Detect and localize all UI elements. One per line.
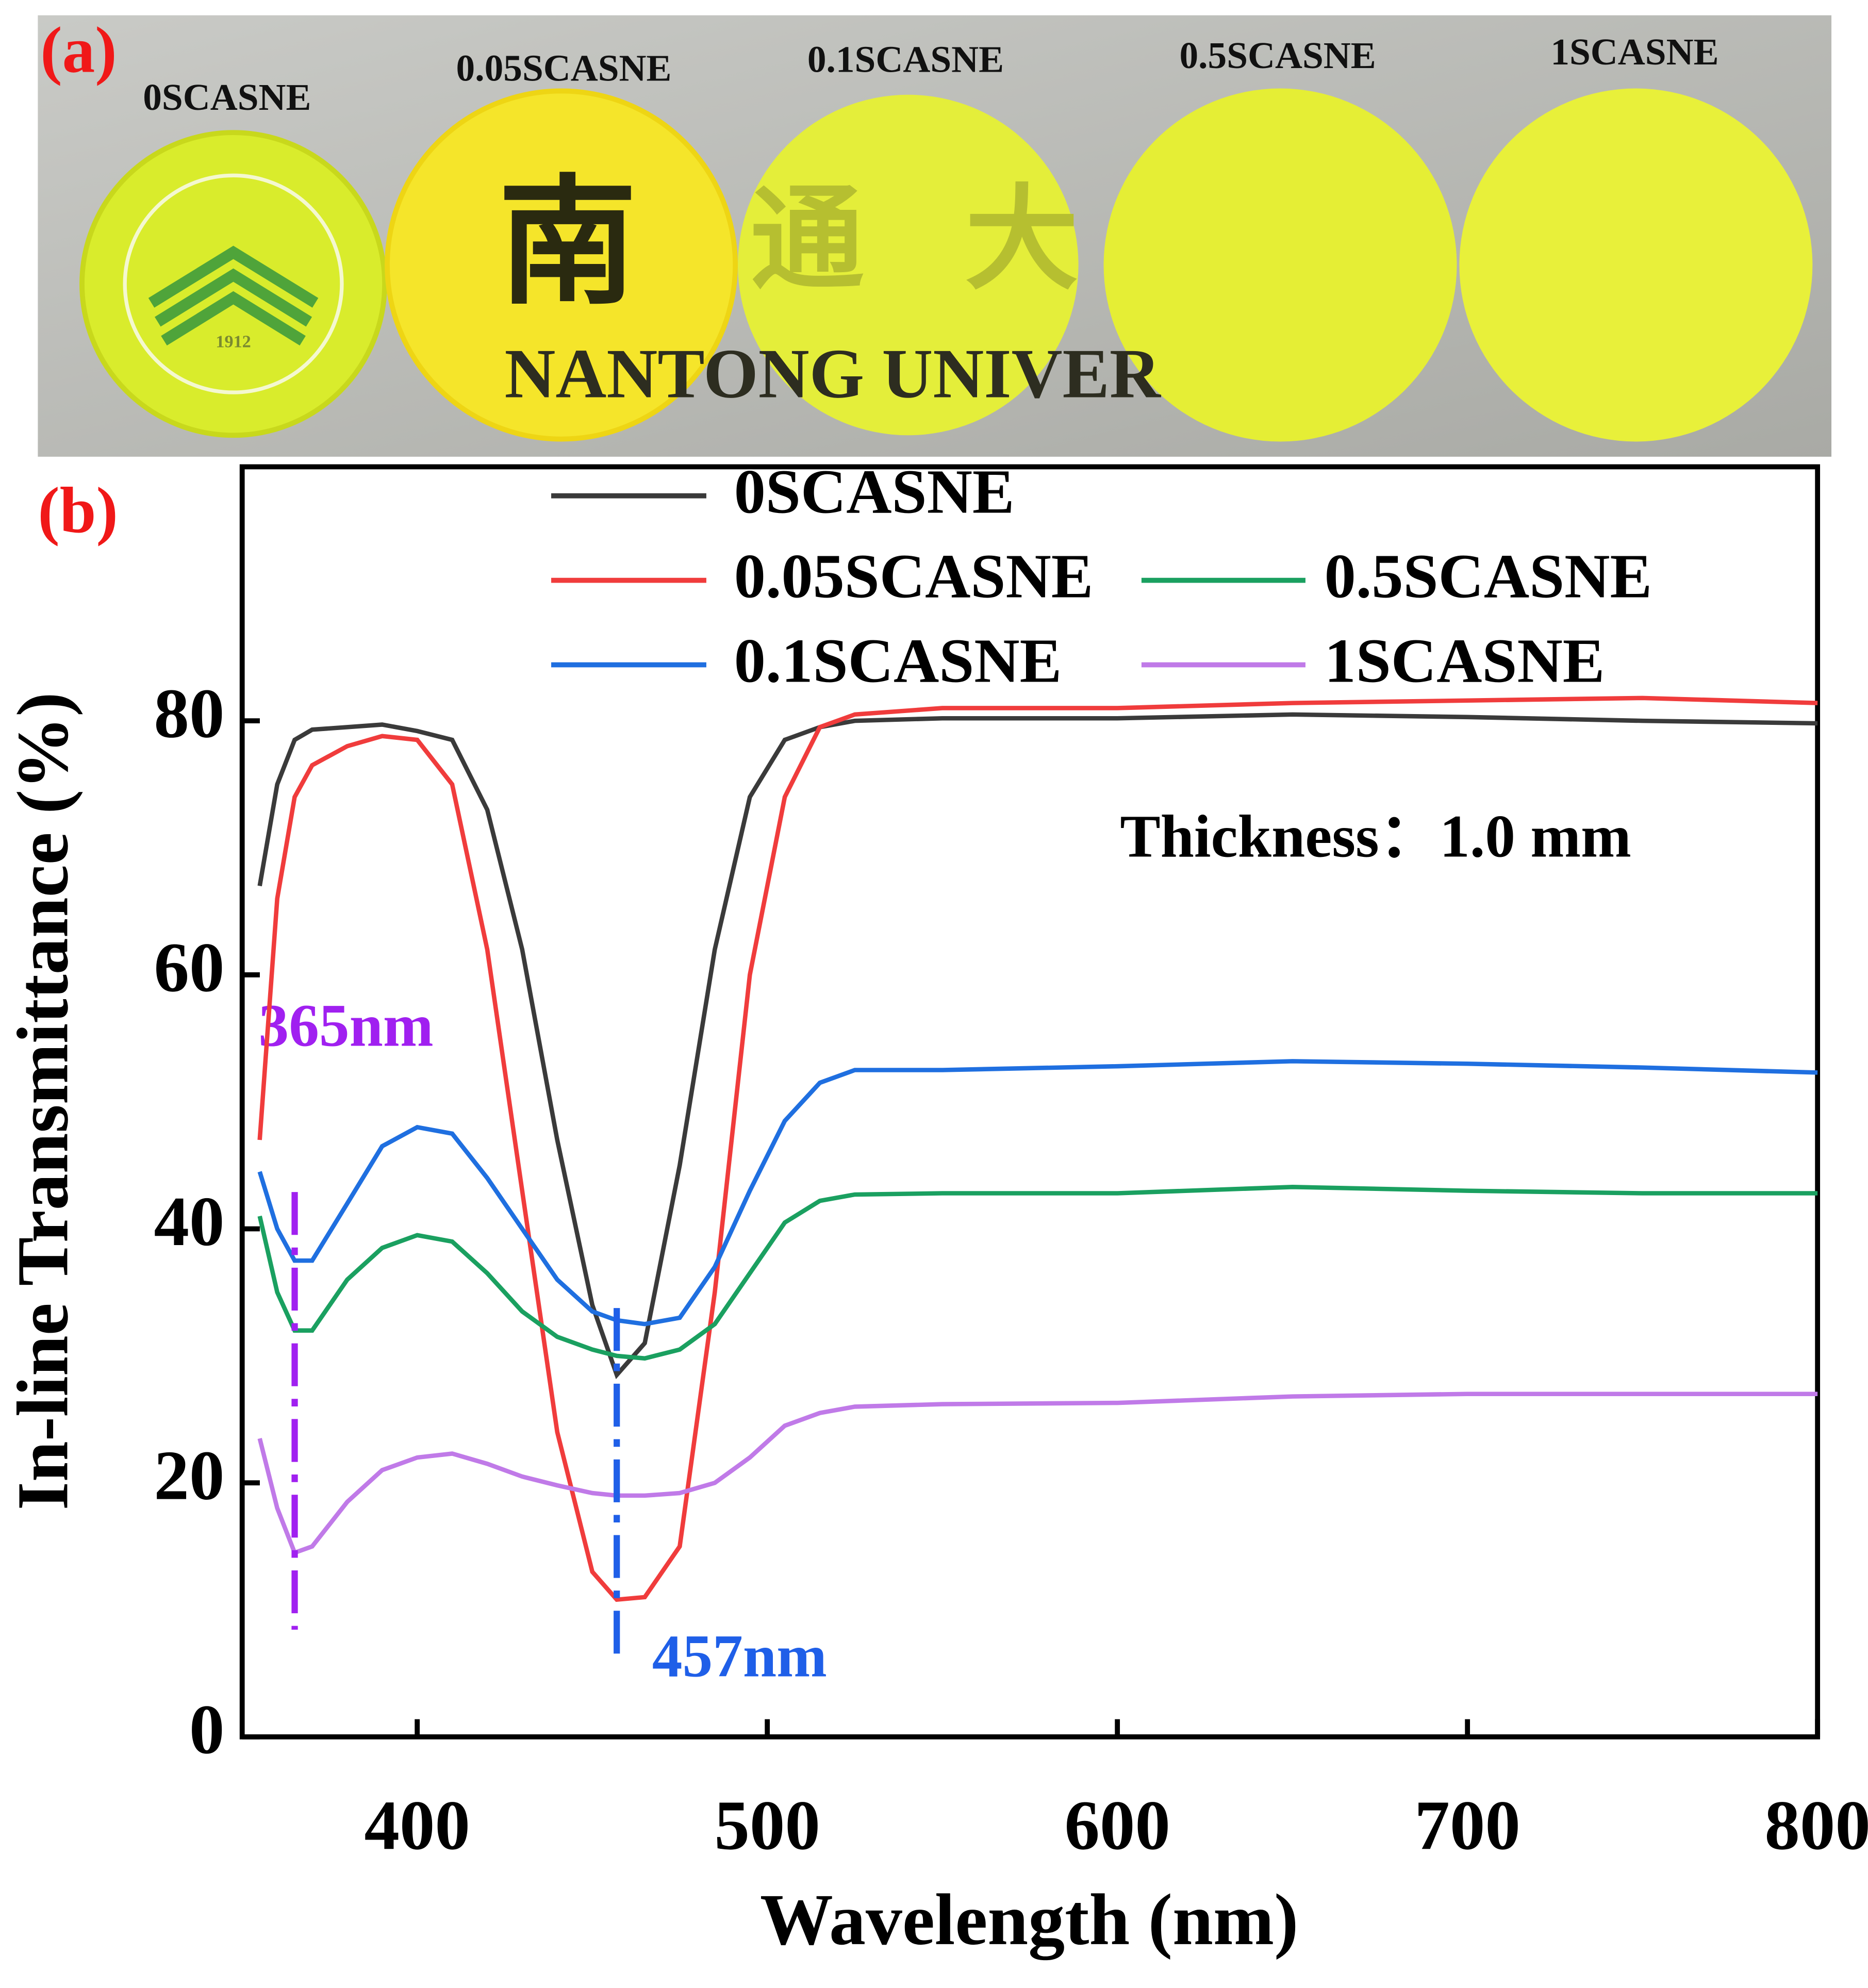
sample-disk [79,130,388,438]
x-tick-label: 700 [1414,1786,1520,1864]
series-line [257,1391,1818,1556]
y-tick-label: 80 [154,674,224,753]
x-tick-label: 600 [1064,1786,1170,1864]
legend-label: 0SCASNE [734,457,1015,527]
photo-watermark: NANTONG UNIVER [505,335,1162,413]
sample-photo: 南 通 大 NANTONG UNIVER 1912 (a) [38,14,1832,457]
sample-disk [1103,88,1457,442]
x-tick-label: 400 [364,1786,470,1864]
legend-label: 0.1SCASNE [734,626,1062,695]
series-line [257,1185,1818,1361]
photo-character: 南 [498,168,637,321]
sample-disk [385,88,738,442]
sample-label: 0.1SCASNE [807,38,1004,80]
panel-label: (a) [40,14,117,87]
photo-character: 通 [751,177,864,303]
x-axis-label: Wavelength (nm) [760,1879,1298,1960]
annotation: 457nm [652,1623,827,1690]
sample-disk [1459,88,1813,442]
plot-frame [239,464,1821,1739]
y-tick-label: 0 [189,1690,225,1768]
sample-label: 0SCASNE [143,76,311,118]
x-tick-label: 800 [1764,1786,1868,1864]
x-tick-label: 500 [714,1786,820,1864]
annotation: 365nm [258,992,433,1059]
legend-label: 1SCASNE [1325,626,1605,695]
y-tick-label: 60 [154,928,224,1006]
logo-mark [148,245,319,346]
logo-ring [123,173,344,394]
y-tick-label: 40 [154,1182,224,1261]
annotation: Thickness：1.0 mm [1120,803,1631,870]
legend-label: 0.5SCASNE [1325,542,1652,611]
series-line [257,695,1818,1602]
y-axis-label: In-line Transmittance (%) [2,692,83,1511]
sample-label: 0.05SCASNE [456,47,672,89]
sample-label: 1SCASNE [1550,31,1718,73]
photo-character: 大 [965,177,1078,303]
panel-label: (b) [38,474,118,546]
sample-label: 0.5SCASNE [1179,35,1376,76]
series-line [257,1059,1818,1327]
legend-label: 0.05SCASNE [734,542,1094,611]
y-tick-label: 20 [154,1436,224,1515]
logo-year: 1912 [216,332,251,352]
sample-disk [738,94,1079,436]
